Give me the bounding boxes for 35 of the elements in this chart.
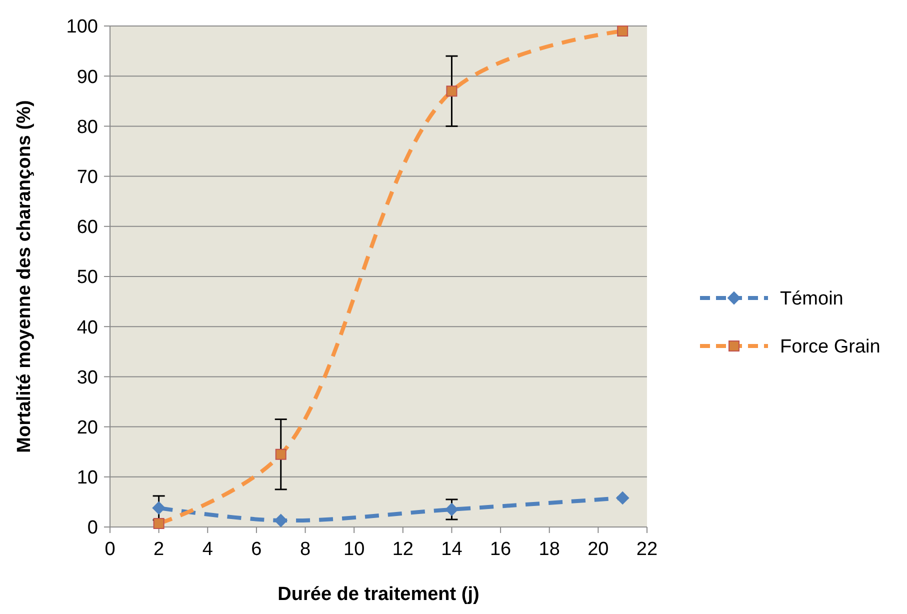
y-axis-title: Mortalité moyenne des charançons (%) (14, 100, 35, 453)
y-tick-label: 20 (76, 417, 98, 438)
point (617, 26, 628, 37)
x-tick-label: 6 (251, 539, 262, 560)
y-tick-label: 30 (76, 367, 98, 388)
x-tick-label: 12 (392, 539, 414, 560)
x-tick-label: 16 (490, 539, 512, 560)
x-tick-label: 20 (588, 539, 609, 560)
x-tick-label: 18 (538, 539, 560, 560)
legend-label: Force Grain (780, 336, 880, 358)
x-tick-label: 10 (344, 539, 365, 560)
legend-label: Témoin (780, 288, 844, 310)
x-tick-label: 2 (154, 539, 164, 560)
x-axis-title: Durée de traitement (j) (278, 584, 480, 605)
point (275, 448, 286, 460)
y-tick-label: 60 (76, 217, 98, 238)
point (616, 491, 630, 504)
x-tick-label: 14 (441, 539, 463, 560)
x-tick-label: 0 (104, 539, 116, 560)
x-tick-label: 22 (636, 539, 658, 560)
point (153, 518, 164, 529)
y-tick-label: 90 (76, 66, 98, 88)
y-tick-label: 0 (87, 518, 98, 539)
x-tick-label: 4 (202, 539, 214, 560)
x-tick-label: 8 (300, 539, 311, 560)
y-tick-label: 70 (76, 166, 98, 188)
y-tick-label: 40 (76, 317, 98, 338)
point (445, 502, 458, 516)
point (446, 86, 458, 97)
y-tick-label: 80 (76, 116, 98, 138)
point (152, 501, 166, 514)
y-tick-label: 100 (66, 16, 98, 38)
point (274, 514, 288, 527)
y-tick-label: 10 (76, 468, 98, 489)
y-tick-label: 50 (76, 267, 98, 288)
